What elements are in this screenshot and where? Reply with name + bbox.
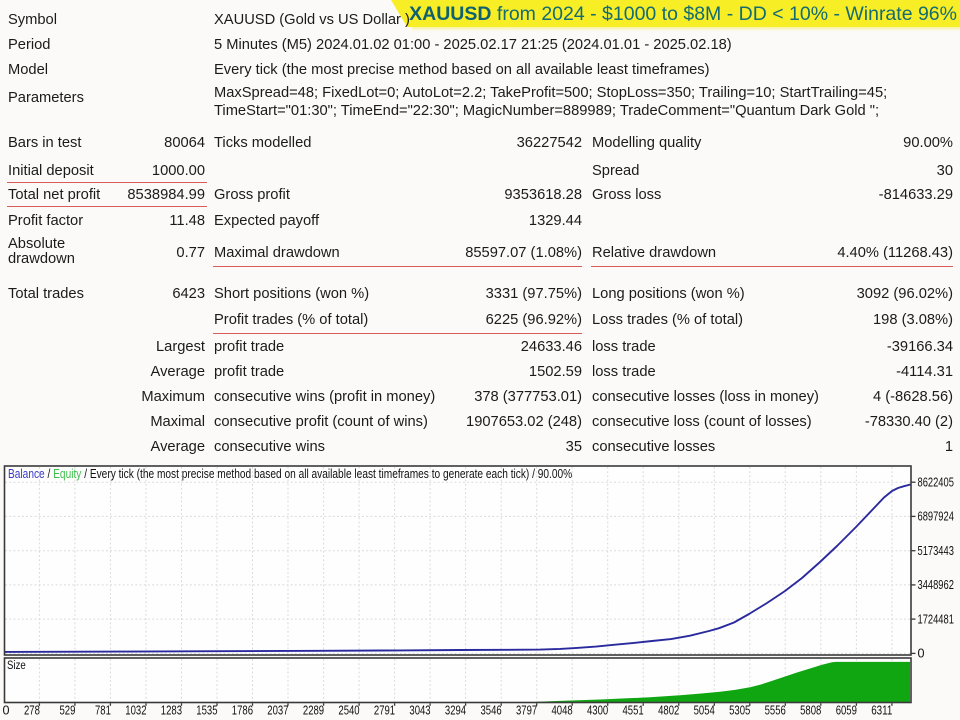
svg-text:5054: 5054	[694, 704, 715, 718]
svg-text:5305: 5305	[729, 704, 750, 718]
svg-text:529: 529	[60, 704, 76, 718]
svg-text:1535: 1535	[196, 704, 217, 718]
svg-text:3797: 3797	[516, 704, 537, 718]
svg-text:2791: 2791	[374, 704, 395, 718]
svg-text:2289: 2289	[303, 704, 324, 718]
svg-text:5556: 5556	[765, 704, 786, 718]
svg-text:4300: 4300	[587, 704, 608, 718]
svg-text:3294: 3294	[445, 704, 466, 718]
svg-text:4551: 4551	[623, 704, 644, 718]
svg-text:1283: 1283	[161, 704, 182, 718]
svg-text:1032: 1032	[125, 704, 146, 718]
svg-text:6059: 6059	[836, 704, 857, 718]
svg-text:2540: 2540	[338, 704, 359, 718]
svg-text:0: 0	[3, 704, 10, 718]
svg-text:781: 781	[95, 704, 111, 718]
svg-text:5808: 5808	[800, 704, 821, 718]
svg-text:278: 278	[24, 704, 40, 718]
svg-text:4048: 4048	[552, 704, 573, 718]
svg-text:1786: 1786	[232, 704, 253, 718]
svg-text:8622405: 8622405	[918, 476, 954, 490]
svg-text:0: 0	[918, 647, 925, 661]
svg-text:4802: 4802	[658, 704, 679, 718]
svg-text:6311: 6311	[871, 704, 892, 718]
svg-text:3546: 3546	[481, 704, 502, 718]
svg-text:1724481: 1724481	[918, 612, 954, 626]
svg-text:2037: 2037	[267, 704, 288, 718]
svg-text:3448962: 3448962	[918, 578, 954, 592]
svg-text:6897924: 6897924	[918, 510, 954, 524]
svg-text:5173443: 5173443	[918, 544, 954, 558]
svg-text:3043: 3043	[409, 704, 430, 718]
